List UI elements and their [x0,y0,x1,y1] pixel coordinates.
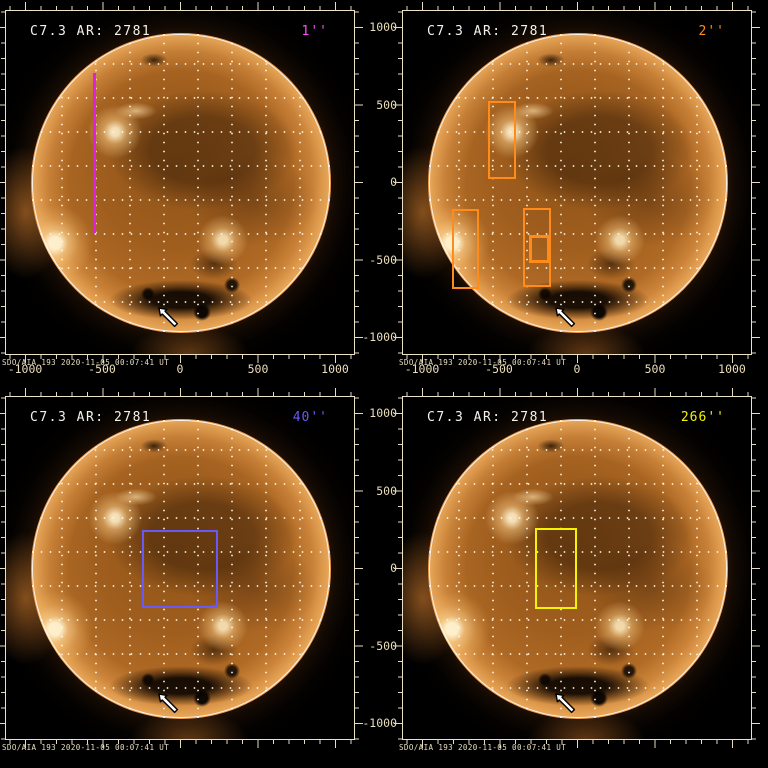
y-axis-ticks [355,396,363,740]
x-axis-ticks [402,388,752,396]
panel-title: C7.3 AR: 2781 [30,24,152,39]
solar-limb-circle [32,420,330,718]
x-tick-label: 1000 [718,362,746,376]
panel-res-266arcsec: C7.3 AR: 2781 266'' 1000 500 0 -500 -1000 SDO/A… [362,384,768,768]
observation-timestamp: SDO/AIA 193 2020-11-05 00:07:41 UT [2,358,170,367]
y-axis-ticks [394,10,402,355]
plot-wrap: C7.3 AR: 2781 1'' [0,2,363,363]
fov-rect-orange-2 [452,209,479,289]
panel-title: C7.3 AR: 2781 [427,410,549,425]
x-axis-ticks [5,388,355,396]
pointer-arrow-icon [555,693,576,714]
x-axis-ticks [5,2,355,10]
y-tick-label: 0 [390,561,397,575]
plot-area-res-1arcsec: C7.3 AR: 2781 1'' [5,10,355,355]
x-axis-ticks [402,740,752,748]
y-axis-labels: 1000 500 0 -500 -1000 [362,0,397,384]
y-tick-label: 500 [376,98,397,112]
x-axis-ticks [5,355,355,363]
panel-res-40arcsec: C7.3 AR: 2781 40'' SDO/AIA 193 2020-11-05 … [0,384,384,768]
x-tick-label: -500 [88,362,116,376]
y-axis-ticks [752,10,760,355]
x-axis-ticks [402,2,752,10]
plot-area-res-266arcsec: C7.3 AR: 2781 266'' [402,396,752,740]
plot-wrap: C7.3 AR: 2781 266'' [394,388,760,748]
solar-limb-circle [429,420,727,718]
y-tick-label: 500 [376,484,397,498]
x-axis-ticks [402,355,752,363]
y-tick-label: 0 [390,175,397,189]
y-tick-label: -500 [369,253,397,267]
pointer-arrow-icon [158,307,179,328]
y-tick-label: -1000 [362,716,397,730]
fov-rect-orange-3 [523,208,551,287]
x-tick-label: 500 [247,362,269,376]
y-axis-ticks [355,10,363,355]
pointer-arrow-icon [158,693,179,714]
plot-wrap: C7.3 AR: 2781 2'' [394,2,760,363]
fov-rect-orange-1 [488,101,516,179]
resolution-label: 2'' [698,24,725,39]
y-tick-label: -500 [369,639,397,653]
panel-res-2arcsec: C7.3 AR: 2781 2'' -1000 -500 0 500 1000 1000 500… [362,0,768,384]
x-tick-label: 0 [176,362,184,376]
y-tick-label: 1000 [369,406,397,420]
y-axis-ticks [0,10,5,355]
plot-area-res-40arcsec: C7.3 AR: 2781 40'' [5,396,355,740]
fov-rect-yellow [535,528,577,609]
resolution-label: 40'' [292,410,328,425]
observation-timestamp: SDO/AIA 193 2020-11-05 00:07:41 UT [2,743,170,752]
y-axis-ticks [394,396,402,740]
plot-area-res-2arcsec: C7.3 AR: 2781 2'' [402,10,752,355]
y-axis-ticks [0,396,5,740]
panel-res-1arcsec: C7.3 AR: 2781 1'' -1000 -500 0 500 1000 SDO/AIA… [0,0,384,384]
resolution-label: 1'' [301,24,328,39]
fov-rect-orange-small [529,235,550,263]
x-axis-labels: -1000 -500 0 500 1000 [0,362,384,376]
x-tick-label: 500 [644,362,666,376]
panel-title: C7.3 AR: 2781 [30,410,152,425]
x-tick-label: -500 [485,362,513,376]
x-tick-label: 0 [573,362,581,376]
observation-timestamp: SDO/AIA 193 2020-11-05 00:07:41 UT [399,358,567,367]
slit-overlay-magenta [93,73,96,233]
x-axis-ticks [5,740,355,748]
y-tick-label: -1000 [362,330,397,344]
resolution-label: 266'' [680,410,725,425]
y-axis-ticks [752,396,760,740]
x-tick-label: -1000 [7,362,43,376]
panel-title: C7.3 AR: 2781 [427,24,549,39]
observation-timestamp: SDO/AIA 193 2020-11-05 00:07:41 UT [399,743,567,752]
plot-wrap: C7.3 AR: 2781 40'' [0,388,363,748]
solar-limb-circle [429,34,727,332]
x-axis-labels: -1000 -500 0 500 1000 [384,362,768,376]
x-tick-label: 1000 [321,362,349,376]
pointer-arrow-icon [555,307,576,328]
solar-limb-circle [32,34,330,332]
fov-rect-blue [142,530,218,608]
y-axis-labels: 1000 500 0 -500 -1000 [362,384,397,768]
x-tick-label: -1000 [404,362,440,376]
y-tick-label: 1000 [369,20,397,34]
